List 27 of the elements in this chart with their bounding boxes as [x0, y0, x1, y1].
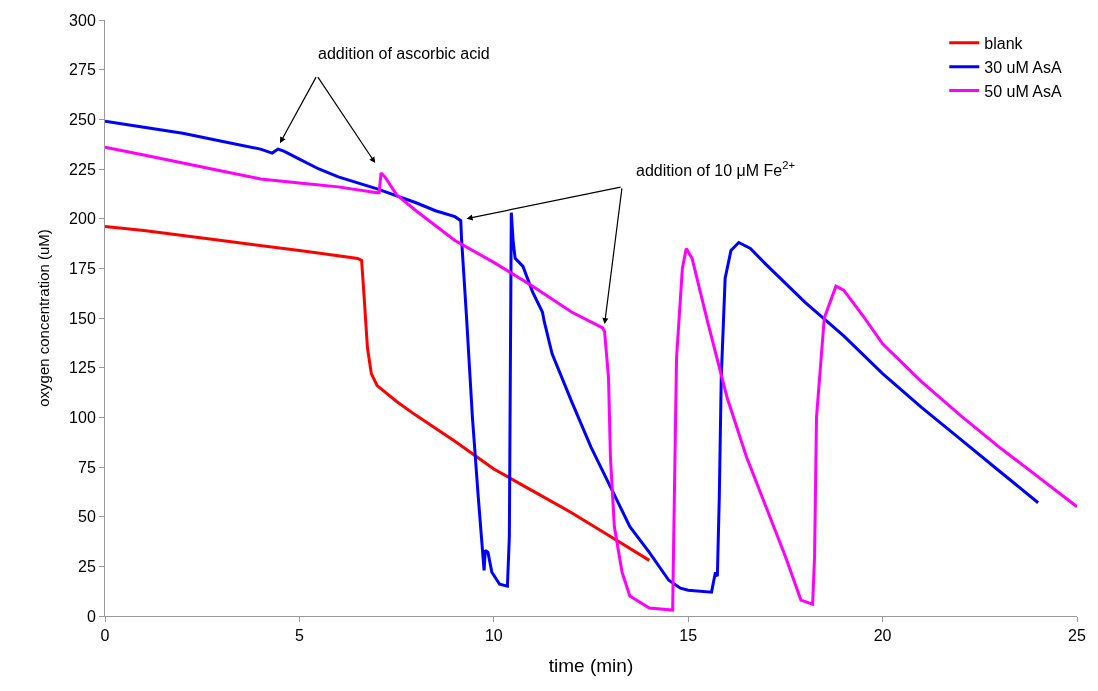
x-tick-label: 0 [100, 627, 110, 645]
x-tick-label: 10 [484, 627, 503, 645]
y-tick-label: 50 [78, 508, 96, 526]
x-tick-label: 5 [294, 627, 304, 645]
annotation: addition of 10 μM Fe$^{2+}$ [636, 159, 795, 179]
y-tick-label: 75 [78, 458, 96, 476]
y-tick-label: 175 [69, 259, 96, 277]
y-tick-label: 200 [69, 210, 96, 228]
y-tick-label: 225 [69, 160, 96, 178]
legend-label: 50 uM AsA [984, 82, 1062, 100]
x-axis-title: time (min) [548, 655, 634, 676]
y-tick-label: 25 [78, 557, 96, 575]
y-axis-title: oxygen concentration (uM) [35, 229, 53, 407]
y-tick-label: 250 [69, 110, 96, 128]
x-tick-label: 15 [679, 627, 698, 645]
annotation: addition of ascorbic acid [318, 45, 490, 62]
x-tick-label: 20 [873, 627, 892, 645]
legend-label: 30 uM AsA [984, 58, 1062, 76]
legend-label: blank [984, 35, 1024, 53]
x-tick-label: 25 [1068, 627, 1086, 645]
y-tick-label: 0 [86, 607, 96, 625]
y-tick-label: 150 [69, 309, 96, 327]
line-series [105, 225, 651, 562]
y-tick-label: 125 [69, 359, 96, 377]
y-tick-label: 300 [69, 11, 96, 29]
y-tick-label: 275 [69, 61, 96, 79]
y-tick-label: 100 [69, 408, 96, 426]
